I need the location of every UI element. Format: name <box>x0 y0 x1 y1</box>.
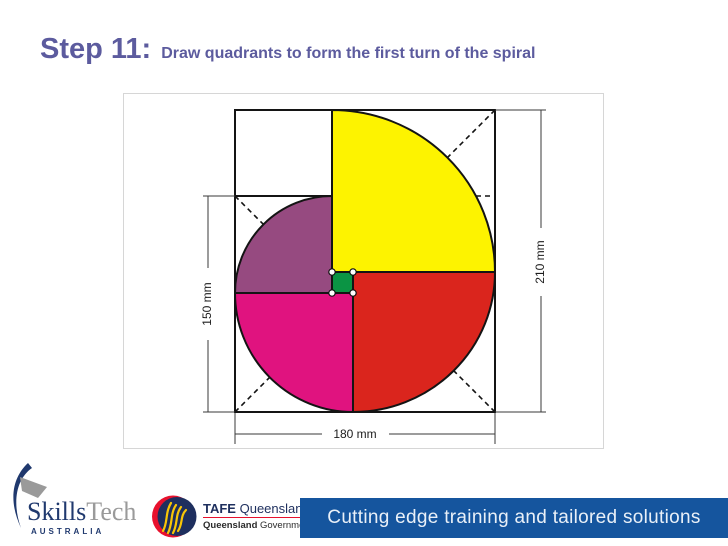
skillstech-wordmark-tech: Tech <box>86 497 137 526</box>
skillstech-logo: SkillsTech AUSTRALIA <box>5 461 155 541</box>
dimension-label-right: 210 mm <box>533 240 547 283</box>
diagram-panel: 150 mm 210 mm 180 mm <box>123 93 604 449</box>
tafe-government-line: Queensland Government <box>203 520 312 531</box>
slogan-banner: Cutting edge training and tailored solut… <box>300 498 728 538</box>
eccentric-square <box>331 271 354 294</box>
skillstech-wordmark: SkillsTech <box>27 499 136 525</box>
magenta-quadrant <box>233 292 354 414</box>
page-subtitle: Draw quadrants to form the first turn of… <box>161 45 536 62</box>
construction-diagonal-bottom-right <box>453 370 496 413</box>
construction-diagonal-top-right <box>447 109 496 158</box>
page-title: Step 11: <box>40 33 152 65</box>
center-point-top-left <box>328 268 336 276</box>
tafe-org-bold: TAFE <box>203 501 236 516</box>
tafe-org-rest: Queensland <box>235 501 310 516</box>
skillstech-wordmark-skills: Skills <box>27 497 87 526</box>
construction-diagonal-mid-left <box>234 195 265 226</box>
slogan-text: Cutting edge training and tailored solut… <box>327 507 701 528</box>
spiral-diagram: 150 mm 210 mm 180 mm <box>200 108 547 444</box>
slide-header: Step 11: Draw quadrants to form the firs… <box>40 33 535 66</box>
dimension-label-left: 150 mm <box>200 282 214 325</box>
center-point-bottom-right <box>349 289 357 297</box>
construction-diagonal-bottom-left <box>234 376 271 413</box>
red-quadrant <box>352 271 497 414</box>
dimension-label-bottom: 180 mm <box>333 427 376 441</box>
tafe-gov-rest: Government <box>257 520 313 531</box>
tafe-wordmark: TAFE Queensland Queensland Government <box>203 501 313 531</box>
tafe-org-name: TAFE Queensland <box>203 501 313 518</box>
tafe-gov-bold: Queensland <box>203 520 258 531</box>
skillstech-country-label: AUSTRALIA <box>31 527 105 536</box>
tafe-emblem-icon <box>152 495 197 537</box>
tafe-queensland-logo: TAFE Queensland Queensland Government <box>152 493 313 539</box>
yellow-quadrant <box>331 108 497 273</box>
bounding-rectangle <box>234 109 496 413</box>
center-point-bottom-left <box>328 289 336 297</box>
skillstech-swoosh-icon <box>13 463 47 528</box>
center-point-top-right <box>349 268 357 276</box>
